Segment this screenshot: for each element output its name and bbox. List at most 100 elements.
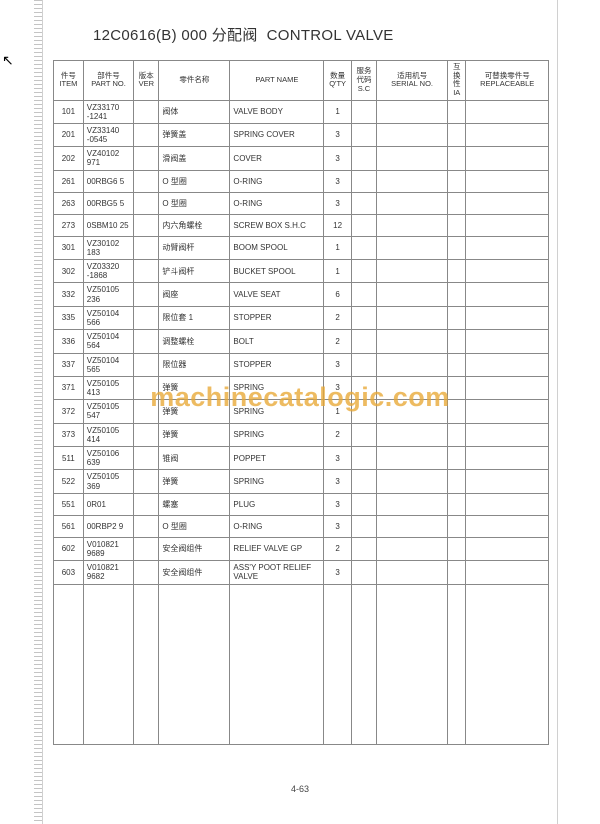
table-cell [377,283,448,306]
table-cell [466,561,549,584]
table-cell: SCREW BOX S.H.C [230,214,324,236]
table-cell [448,100,466,123]
th-partno: 部件号 PART NO. [83,61,133,101]
table-cell [351,236,376,259]
th-sc-en: S.C [354,85,374,94]
table-cell: 3 [324,147,352,170]
table-cell [448,306,466,329]
table-cell [377,214,448,236]
table-cell [134,192,159,214]
table-cell: 603 [54,561,84,584]
table-cell: 337 [54,353,84,376]
table-cell: 1 [324,400,352,423]
table-cell [377,423,448,446]
table-cell: VZ33170 -1241 [83,100,133,123]
table-cell [466,493,549,515]
table-cell [448,214,466,236]
table-row: 373VZ50105 414弹簧SPRING2 [54,423,549,446]
table-cell [448,353,466,376]
table-cell: VZ40102 971 [83,147,133,170]
table-cell [351,260,376,283]
table-cell: 372 [54,400,84,423]
table-cell: 301 [54,236,84,259]
table-row: 302VZ03320 -1868铲斗阀杆BUCKET SPOOL1 [54,260,549,283]
table-cell: VZ50105 414 [83,423,133,446]
table-cell: 弹簧 [159,400,230,423]
th-nameen: PART NAME [230,61,324,101]
table-row: 301VZ30102 183动臂阀杆BOOM SPOOL1 [54,236,549,259]
table-cell [377,493,448,515]
table-cell: 1 [324,100,352,123]
table-cell [466,192,549,214]
table-row: 335VZ50104 566限位套 1STOPPER2 [54,306,549,329]
table-cell: 373 [54,423,84,446]
table-row: 371VZ50105 413弹簧SPRING3 [54,376,549,399]
table-cell [466,100,549,123]
table-cell [134,561,159,584]
table-cell [448,584,466,744]
table-cell [54,584,84,744]
table-cell: 铲斗阀杆 [159,260,230,283]
table-cell [134,493,159,515]
table-cell: 273 [54,214,84,236]
table-cell: 3 [324,493,352,515]
th-sc-cn: 服务代码 [354,67,374,84]
table-cell [377,147,448,170]
table-cell [466,236,549,259]
table-cell: 2 [324,306,352,329]
table-cell: 2 [324,537,352,560]
th-ia-en: IA [450,89,463,98]
table-cell [448,330,466,353]
table-cell [351,170,376,192]
table-cell: VZ50105 413 [83,376,133,399]
table-cell [466,447,549,470]
table-cell: 2 [324,330,352,353]
th-namecn: 零件名称 [159,61,230,101]
table-cell [377,400,448,423]
table-cell: 511 [54,447,84,470]
table-cell [134,537,159,560]
table-cell [377,330,448,353]
table-cell: 3 [324,447,352,470]
table-cell [134,306,159,329]
table-cell [134,330,159,353]
table-cell: 202 [54,147,84,170]
th-sc: 服务代码 S.C [351,61,376,101]
table-cell [466,170,549,192]
table-cell: 限位套 1 [159,306,230,329]
table-cell: 261 [54,170,84,192]
table-cell [134,353,159,376]
table-cell [448,283,466,306]
table-cell [134,123,159,146]
table-cell: O-RING [230,515,324,537]
table-cell [324,584,352,744]
cursor-icon: ↖ [2,52,14,69]
table-cell: 602 [54,537,84,560]
th-qty-en: Q'TY [326,80,349,89]
th-ver-en: VER [136,80,156,89]
title-code: 12C0616(B) 000 [93,27,207,44]
table-cell [377,100,448,123]
table-cell: 锥阀 [159,447,230,470]
table-cell: 3 [324,192,352,214]
table-cell: 6 [324,283,352,306]
table-cell: BOLT [230,330,324,353]
table-cell: SPRING [230,376,324,399]
table-cell: PLUG [230,493,324,515]
table-cell [466,123,549,146]
table-cell [448,147,466,170]
document-page: 12C0616(B) 000 分配阀 CONTROL VALVE 件号 ITEM… [42,0,558,824]
th-ia: 互换性 IA [448,61,466,101]
th-serial-en: SERIAL NO. [379,80,445,89]
th-qty: 数量 Q'TY [324,61,352,101]
table-cell: 0R01 [83,493,133,515]
table-cell: O-RING [230,192,324,214]
table-cell [466,306,549,329]
table-body: 101VZ33170 -1241阀体VALVE BODY1201VZ33140 … [54,100,549,744]
table-cell: VALVE BODY [230,100,324,123]
table-cell [134,170,159,192]
table-cell: STOPPER [230,353,324,376]
table-cell [351,283,376,306]
table-cell [351,400,376,423]
table-cell [377,584,448,744]
